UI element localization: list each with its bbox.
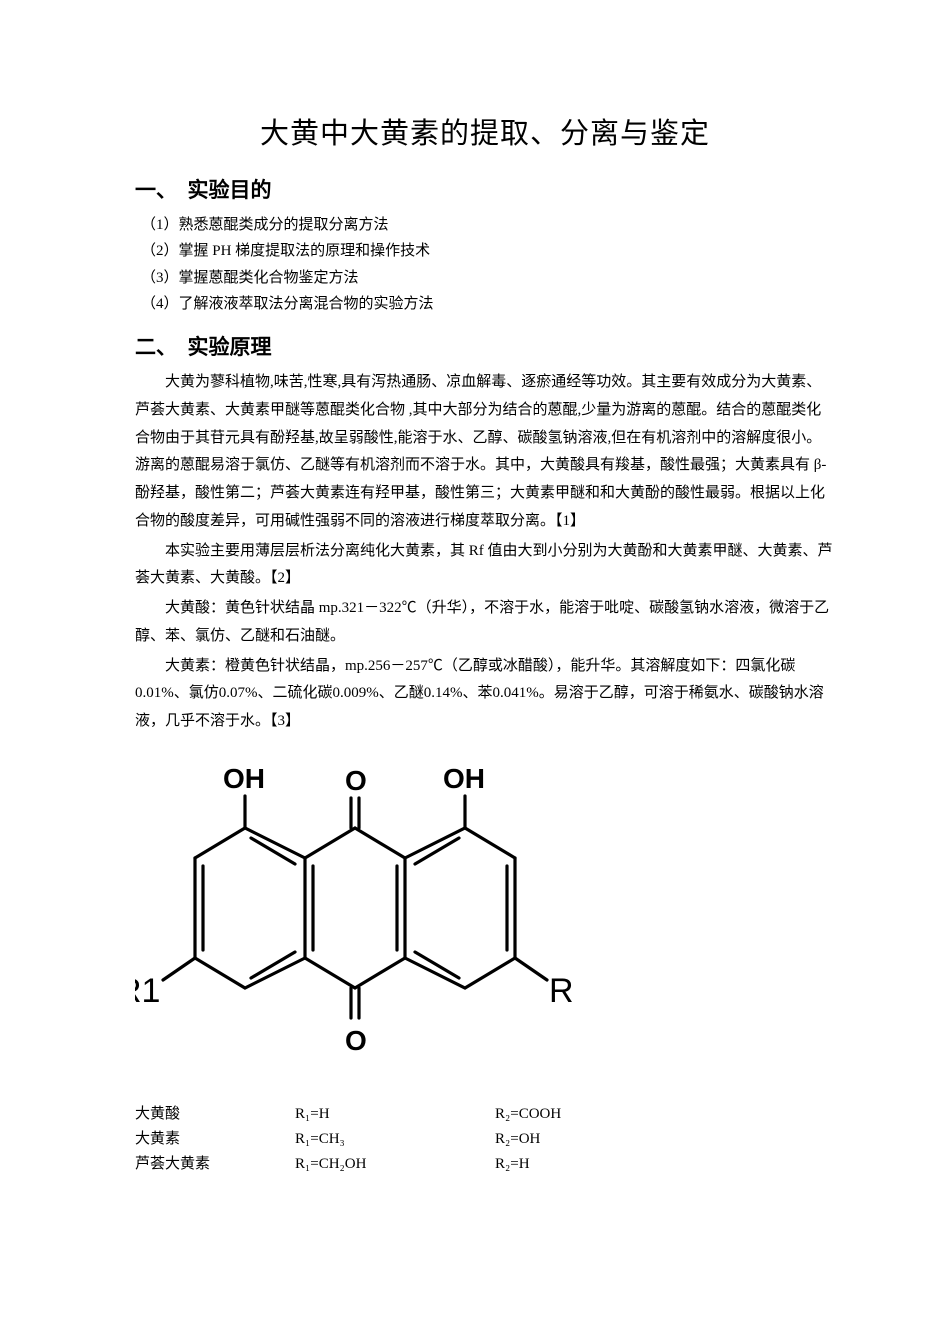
- section1-list: （1）熟悉蒽醌类成分的提取分离方法 （2）掌握 PH 梯度提取法的原理和操作技术…: [135, 212, 835, 317]
- list-item: （1）熟悉蒽醌类成分的提取分离方法: [141, 212, 835, 238]
- label-oh-right: OH: [443, 763, 485, 794]
- section1-heading: 一、 实验目的: [135, 174, 835, 204]
- compound-name: 大黄酸: [135, 1100, 295, 1125]
- r1-value: R₁=CH₂OH: [295, 1150, 495, 1175]
- table-row: 大黄素 R₁=CH₃ R₂=OH: [135, 1125, 675, 1150]
- compound-name: 大黄素: [135, 1125, 295, 1150]
- compound-name: 芦荟大黄素: [135, 1150, 295, 1175]
- paragraph: 本实验主要用薄层层析法分离纯化大黄素，其 Rf 值由大到小分别为大黄酚和大黄素甲…: [135, 538, 835, 594]
- label-oh-left: OH: [223, 763, 265, 794]
- r2-value: R₂=H: [495, 1150, 675, 1175]
- substituent-table: 大黄酸 R₁=H R₂=COOH 大黄素 R₁=CH₃ R₂=OH 芦荟大黄素 …: [135, 1100, 675, 1175]
- label-r2: R2: [549, 972, 575, 1010]
- r1-value: R₁=CH₃: [295, 1125, 495, 1150]
- paragraph: 大黄为蓼科植物,味苦,性寒,具有泻热通肠、凉血解毒、逐瘀通经等功效。其主要有效成…: [135, 369, 835, 536]
- label-o-top: O: [345, 765, 367, 796]
- r2-value: R₂=COOH: [495, 1100, 675, 1125]
- r2-value: R₂=OH: [495, 1125, 675, 1150]
- label-r1: R1: [135, 972, 160, 1010]
- label-o-bottom: O: [345, 1025, 367, 1056]
- table-row: 芦荟大黄素 R₁=CH₂OH R₂=H: [135, 1150, 675, 1175]
- section2-body: 大黄为蓼科植物,味苦,性寒,具有泻热通肠、凉血解毒、逐瘀通经等功效。其主要有效成…: [135, 369, 835, 736]
- paragraph: 大黄酸：黄色针状结晶 mp.321－322℃（升华），不溶于水，能溶于吡啶、碳酸…: [135, 595, 835, 651]
- r1-value: R₁=H: [295, 1100, 495, 1125]
- table-row: 大黄酸 R₁=H R₂=COOH: [135, 1100, 675, 1125]
- paragraph: 大黄素：橙黄色针状结晶，mp.256－257℃（乙醇或冰醋酸），能升华。其溶解度…: [135, 653, 835, 736]
- chemical-structure-diagram: OH OH O O R1 R2: [135, 758, 835, 1088]
- document-title: 大黄中大黄素的提取、分离与鉴定: [135, 110, 835, 152]
- list-item: （3）掌握蒽醌类化合物鉴定方法: [141, 265, 835, 291]
- section2-heading: 二、 实验原理: [135, 331, 835, 361]
- list-item: （4）了解液液萃取法分离混合物的实验方法: [141, 291, 835, 317]
- list-item: （2）掌握 PH 梯度提取法的原理和操作技术: [141, 238, 835, 264]
